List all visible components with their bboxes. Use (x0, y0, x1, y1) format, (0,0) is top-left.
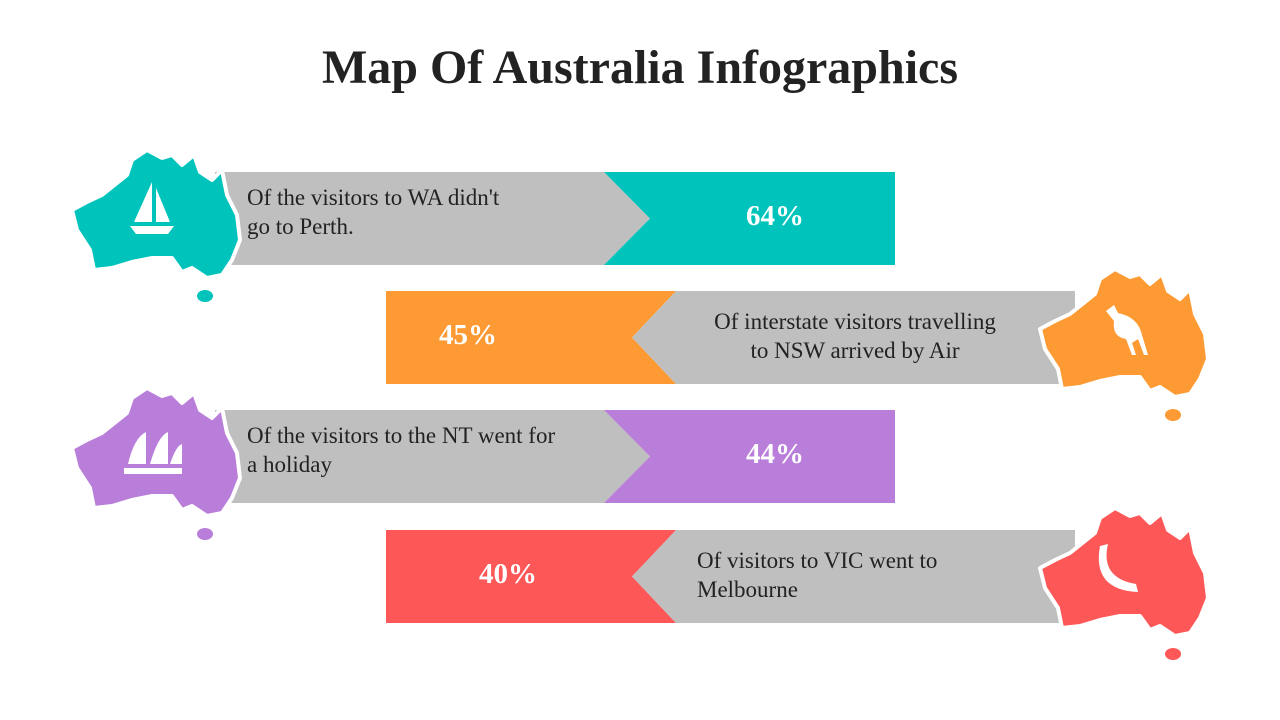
value: 44% (746, 438, 804, 470)
description: Of the visitors to WA didn't (247, 185, 500, 210)
text-bar (632, 291, 1075, 384)
description: Of interstate visitors travelling (714, 309, 996, 334)
value: 45% (439, 319, 497, 351)
value: 64% (746, 200, 804, 232)
australia-map (1038, 506, 1210, 662)
description: go to Perth. (247, 214, 354, 239)
value-bar (386, 291, 676, 384)
value-bar (604, 410, 895, 503)
australia-map (70, 148, 242, 304)
australia-map (70, 386, 242, 542)
text-bar (215, 172, 650, 265)
australia-map (1038, 267, 1210, 423)
description: Of the visitors to the NT went for (247, 423, 555, 448)
description: Of visitors to VIC went to (697, 548, 937, 573)
icon (1106, 305, 1148, 355)
text-bar (215, 410, 650, 503)
description: a holiday (247, 452, 332, 477)
icon (130, 182, 174, 234)
description: Melbourne (697, 577, 798, 602)
text-bar (632, 530, 1075, 623)
icon (124, 432, 182, 474)
title: Map Of Australia Infographics (322, 41, 958, 94)
value: 40% (479, 558, 537, 590)
value-bar (386, 530, 676, 623)
value-bar (604, 172, 895, 265)
description: to NSW arrived by Air (750, 338, 959, 363)
icon (1098, 544, 1138, 592)
